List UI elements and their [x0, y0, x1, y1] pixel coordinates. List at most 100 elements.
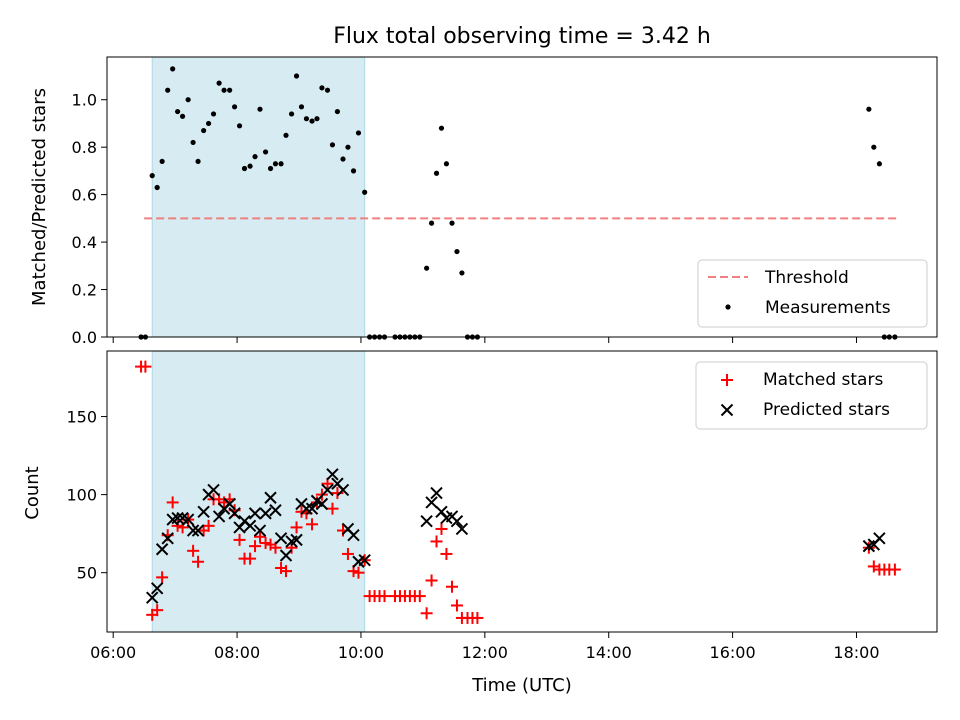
- x-b: [455, 522, 469, 536]
- observing-window-bottom: [151, 350, 366, 633]
- x-b: [358, 553, 371, 567]
- bottom-x-tick-label: 08:00: [214, 643, 260, 662]
- figure-title: Flux total observing time = 3.42 h: [333, 24, 711, 49]
- matched-star-point: [435, 522, 448, 535]
- bottom-highlight-span: [151, 350, 366, 633]
- measurement-point: [195, 158, 201, 165]
- top-y-tick-label: 0.0: [72, 328, 97, 347]
- predicted-star-point: [315, 497, 329, 511]
- x-b: [336, 483, 350, 497]
- predicted-star-point: [186, 524, 200, 537]
- x-b: [331, 477, 344, 490]
- x-b: [326, 468, 339, 481]
- predicted-star-point: [455, 522, 469, 536]
- measurement-point: [314, 116, 320, 122]
- bottom-y-tick-label: 150: [66, 408, 97, 427]
- measurement-point: [454, 248, 460, 255]
- measurement-point: [324, 87, 331, 93]
- predicted-star-point: [197, 505, 210, 519]
- predicted-star-point: [274, 532, 288, 545]
- measurement-point: [221, 87, 227, 93]
- legend-threshold-label: Threshold: [764, 268, 849, 288]
- measurement-point: [257, 106, 263, 112]
- measurement-point: [334, 108, 341, 115]
- x-b: [248, 507, 262, 520]
- bottom-axes-frame: [106, 350, 938, 633]
- matched-star-point: [425, 574, 438, 587]
- measurement-point: [262, 149, 269, 155]
- predicted-star-point: [212, 510, 226, 523]
- predicted-star-point: [269, 504, 282, 517]
- top-axis-ticks: 0.0 0.2 0.4 0.6 0.8 1.0: [72, 91, 857, 347]
- legend-measurement-swatch: [725, 304, 731, 310]
- legend-predicted-swatch: [720, 403, 734, 417]
- measurement-point: [201, 127, 207, 134]
- measurement-point: [424, 265, 430, 271]
- measurement-point: [205, 120, 212, 127]
- predicted-star-point: [358, 553, 371, 567]
- matched-star-point: [249, 540, 262, 553]
- measurement-point: [866, 106, 872, 112]
- predicted-star-point: [150, 582, 164, 595]
- matched-star-point: [430, 535, 443, 548]
- measurement-point: [329, 142, 336, 148]
- bottom-x-tick-label: 12:00: [462, 643, 508, 662]
- measurement-point: [449, 220, 455, 226]
- measurement-point: [159, 158, 165, 165]
- predicted-star-point: [300, 502, 313, 515]
- predicted-star-point: [326, 468, 339, 481]
- predicted-star-point: [450, 514, 464, 528]
- legend-predicted-label: Predicted stars: [763, 400, 890, 420]
- predicted-star-point: [305, 502, 319, 515]
- x-b: [310, 494, 324, 508]
- predicted-star-point: [347, 529, 360, 542]
- matched-star-point: [253, 530, 266, 543]
- x-b: [228, 507, 241, 520]
- bottom-legend: Matched stars Predicted stars: [695, 361, 928, 430]
- predicted-star-point: [253, 524, 267, 537]
- measurement-point: [303, 116, 310, 122]
- legend-matched-swatch: [721, 374, 733, 386]
- measurement-point: [298, 104, 305, 110]
- x-b: [290, 533, 303, 547]
- top-y-tick-label: 0.4: [72, 233, 97, 252]
- predicted-star-point: [279, 549, 293, 562]
- x-b: [181, 513, 195, 526]
- bottom-panel: 50 100 150 06:00 08:00 10:00 12:00 14:00 16:00 18…: [22, 350, 938, 696]
- matched-star-point: [413, 590, 426, 603]
- measurement-point: [267, 165, 274, 172]
- predicted-star-point: [430, 486, 443, 500]
- measurement-point: [179, 113, 186, 119]
- bottom-axis-ticks: 50 100 150 06:00 08:00 10:00 12:00 14:00 16:00 18…: [66, 408, 879, 662]
- bottom-x-tick-label: 18:00: [833, 643, 879, 662]
- top-legend-box: [697, 259, 928, 328]
- matched-star-point: [420, 607, 433, 620]
- measurement-point: [227, 87, 233, 93]
- x-b: [155, 543, 169, 556]
- matched-star-point: [139, 360, 152, 373]
- predicted-star-point: [425, 496, 438, 509]
- x-b: [191, 524, 205, 537]
- measurement-point: [459, 270, 465, 276]
- measurement-point: [216, 80, 222, 86]
- x-b: [420, 514, 433, 528]
- bottom-x-tick-label: 16:00: [710, 643, 756, 662]
- measurement-point: [247, 163, 253, 169]
- matched-star-point: [450, 599, 463, 612]
- predicted-star-point: [336, 483, 350, 497]
- measurement-point: [319, 85, 325, 91]
- predicted-star-point: [259, 507, 272, 520]
- measurement-point: [428, 220, 435, 226]
- top-y-tick-label: 1.0: [72, 91, 97, 110]
- count-points: [135, 360, 901, 624]
- x-b: [150, 582, 164, 595]
- measurement-point: [355, 130, 362, 136]
- measurement-point: [165, 87, 171, 93]
- matched-star-point: [446, 580, 459, 593]
- measurement-point: [231, 104, 238, 110]
- x-b: [146, 591, 159, 604]
- bottom-x-tick-label: 06:00: [90, 643, 136, 662]
- x-b: [161, 532, 174, 545]
- top-legend: Threshold Measurements: [697, 259, 928, 328]
